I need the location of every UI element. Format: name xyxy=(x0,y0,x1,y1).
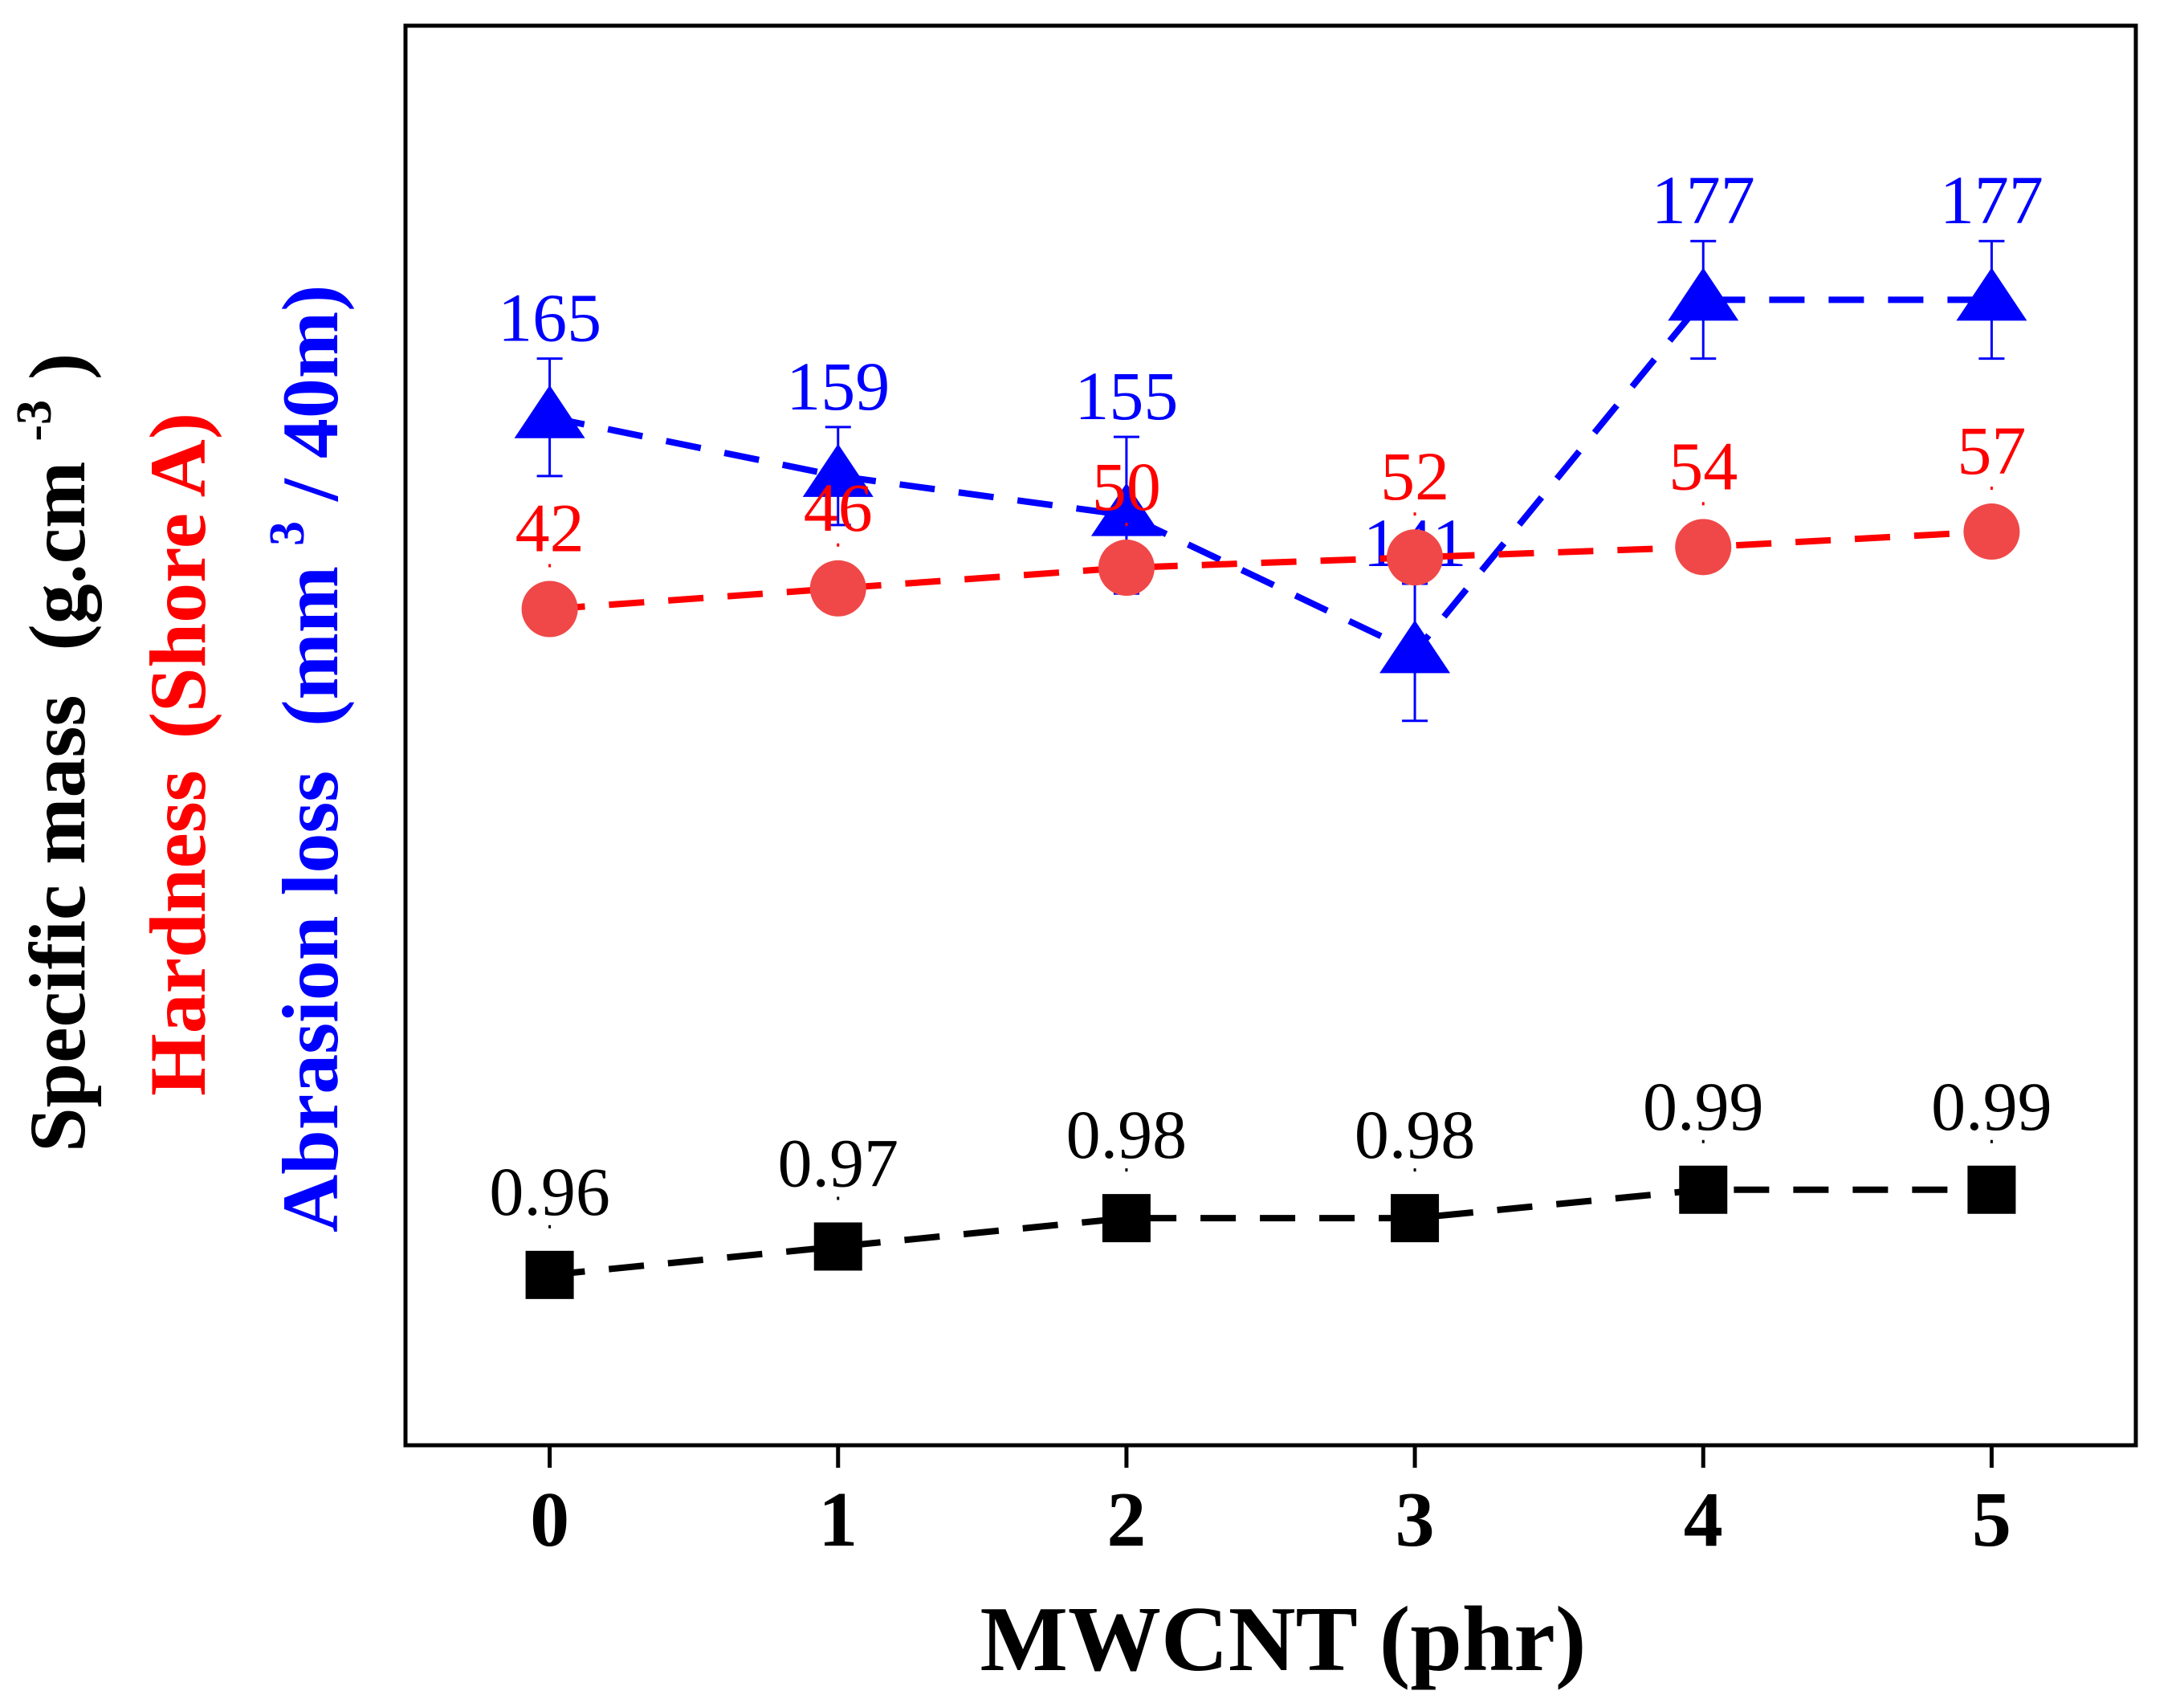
abrasion-label: Abrasion loss xyxy=(266,771,355,1232)
specific-mass-unit-close: ) xyxy=(13,353,102,380)
series-abrasion: 165159155141177177 xyxy=(498,161,2043,723)
x-tick-label-5: 5 xyxy=(1972,1477,2011,1563)
x-tick-label-4: 4 xyxy=(1684,1477,1723,1563)
abrasion-data-label-4: 177 xyxy=(1652,161,1755,238)
hardness-point-0 xyxy=(521,581,578,638)
specific_mass-data-label-1: 0.97 xyxy=(778,1124,899,1201)
hardness-line xyxy=(549,528,1992,613)
hardness-point-2 xyxy=(1098,540,1155,597)
specific_mass-point-1 xyxy=(813,1222,862,1271)
hardness-data-label-2: 50 xyxy=(1092,448,1161,525)
abrasion-data-label-2: 155 xyxy=(1074,357,1178,434)
abrasion-point-5 xyxy=(1956,267,2027,321)
abrasion-point-3 xyxy=(1379,620,1451,674)
specific_mass-point-5 xyxy=(1967,1165,2016,1214)
specific_mass-data-label-3: 0.98 xyxy=(1355,1096,1476,1173)
plot-frame xyxy=(403,23,2138,1448)
specific_mass-point-4 xyxy=(1679,1165,1728,1214)
y-axis-label-abrasion: Abrasion loss (mm 3 / 40m) xyxy=(232,285,355,1232)
abrasion-unit-close: / 40m) xyxy=(266,285,355,502)
abrasion-unit-sup: 3 xyxy=(260,521,315,546)
specific-mass-unit-sup: -3 xyxy=(7,400,62,442)
specific_mass-point-2 xyxy=(1102,1194,1151,1243)
hardness-data-label-4: 54 xyxy=(1669,427,1738,504)
specific-mass-label: Specific mass xyxy=(13,695,102,1152)
abrasion-point-1 xyxy=(802,443,874,497)
series-hardness: 42 46 50 52 54 57 xyxy=(515,412,2026,638)
x-axis-label: MWCNT (phr) xyxy=(980,1588,1586,1691)
specific-mass-unit-open: (g.cm xyxy=(13,462,102,651)
abrasion-point-4 xyxy=(1668,267,1739,321)
hardness-point-4 xyxy=(1675,519,1732,576)
x-axis: 0 1 2 3 4 5 xyxy=(530,1445,2011,1563)
hardness-point-3 xyxy=(1387,529,1444,586)
specific_mass-data-label-2: 0.98 xyxy=(1066,1096,1188,1173)
specific_mass-data-label-4: 0.99 xyxy=(1643,1068,1764,1145)
hardness-label: Hardness xyxy=(133,770,222,1096)
x-tick-label-3: 3 xyxy=(1396,1477,1435,1563)
abrasion-unit-open: (mm xyxy=(266,566,355,727)
hardness-data-label-0: 42 xyxy=(515,489,585,566)
abrasion-point-2 xyxy=(1090,483,1162,536)
x-tick-label-0: 0 xyxy=(530,1477,569,1563)
hardness-unit: (Shore A) xyxy=(133,413,222,739)
abrasion-point-0 xyxy=(514,385,585,438)
abrasion-line xyxy=(548,296,1992,657)
y-axis-labels: Specific mass (g.cm -3 ) Hardness (Shore… xyxy=(0,285,355,1232)
y-axis-label-specific-mass: Specific mass (g.cm -3 ) xyxy=(0,353,102,1152)
hardness-point-1 xyxy=(809,560,866,617)
hardness-data-label-3: 52 xyxy=(1380,438,1449,515)
hardness-point-5 xyxy=(1963,503,2020,560)
series-specific_mass: 0.96 0.97 0.98 0.98 0.99 0.99 xyxy=(489,1068,2052,1299)
abrasion-data-label-1: 159 xyxy=(786,348,890,425)
specific_mass-data-label-0: 0.96 xyxy=(489,1153,610,1230)
y-axis-label-hardness: Hardness (Shore A) xyxy=(133,413,222,1096)
abrasion-data-label-0: 165 xyxy=(498,279,601,356)
x-tick-label-1: 1 xyxy=(818,1477,858,1563)
hardness-data-label-1: 46 xyxy=(804,469,873,546)
specific_mass-point-3 xyxy=(1391,1194,1440,1243)
series-layer: 1651591551411771774246505254570.960.970.… xyxy=(489,161,2052,1299)
specific_mass-point-0 xyxy=(525,1250,574,1299)
hardness-data-label-5: 57 xyxy=(1957,412,2026,489)
abrasion-data-label-5: 177 xyxy=(1940,161,2043,238)
x-tick-label-2: 2 xyxy=(1106,1477,1146,1563)
specific_mass-data-label-5: 0.99 xyxy=(1931,1068,2052,1145)
specific_mass-line xyxy=(549,1186,1992,1278)
